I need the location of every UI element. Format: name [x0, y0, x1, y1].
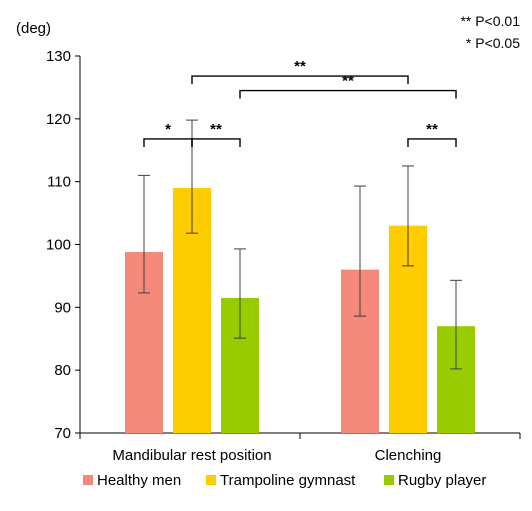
significance-label: *: [165, 121, 171, 138]
y-tick-label: 120: [46, 111, 71, 128]
y-axis-label: (deg): [16, 20, 51, 37]
legend-swatch: [83, 475, 93, 485]
x-category-label: Mandibular rest position: [112, 447, 271, 464]
legend: Healthy men Trampoline gymnast Rugby playe…: [83, 472, 486, 489]
legend-label: Trampoline gymnast: [220, 472, 356, 489]
significance-bracket: [143, 138, 193, 147]
significance-label: **: [426, 121, 438, 138]
x-category-label: Clenching: [375, 447, 442, 464]
significance-bracket: [191, 75, 409, 85]
y-tick-label: 90: [54, 299, 71, 316]
y-tick-label: 100: [46, 237, 71, 254]
significance-label: **: [210, 121, 222, 138]
y-tick-label: 70: [54, 425, 71, 442]
significance-bracket: [407, 138, 457, 147]
significance-label: **: [342, 73, 354, 90]
y-tick-label: 110: [47, 174, 71, 191]
legend-label: Healthy men: [97, 472, 181, 489]
legend-swatch: [206, 475, 216, 485]
significance-note-p001: ** P<0.01: [460, 13, 520, 29]
significance-bracket: [191, 138, 241, 147]
y-tick-label: 130: [46, 48, 71, 65]
legend-swatch: [384, 475, 394, 485]
significance-bracket: [239, 89, 457, 99]
significance-note-p005: * P<0.05: [466, 35, 520, 51]
significance-label: **: [294, 58, 306, 75]
legend-label: Rugby player: [398, 472, 486, 489]
y-tick-label: 80: [54, 362, 71, 379]
